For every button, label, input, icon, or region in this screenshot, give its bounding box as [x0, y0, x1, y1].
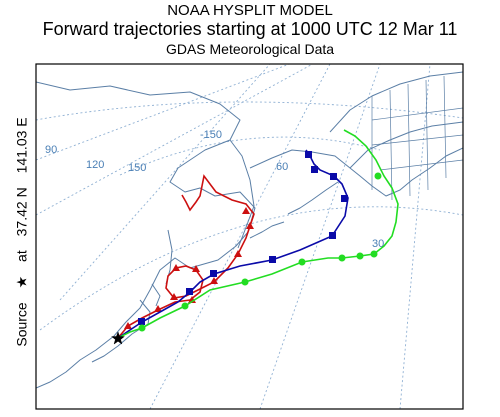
- trajectory-red-line: [117, 174, 255, 339]
- red-marker-6: [170, 293, 178, 300]
- blue-marker-8: [311, 166, 318, 173]
- trajectory-red: [117, 174, 255, 339]
- lon-line-150: [59, 64, 271, 301]
- red-marker-1: [124, 322, 132, 329]
- grid-label-lat-30: 30: [372, 238, 384, 250]
- red-marker-5: [172, 264, 180, 271]
- red-marker-2: [154, 305, 162, 312]
- coast-alaska: [249, 147, 463, 197]
- lon-line-90: [36, 64, 291, 161]
- coastlines: [36, 71, 463, 389]
- green-marker-8: [374, 172, 382, 180]
- data-source-label: GDAS Meteorological Data: [165, 41, 335, 57]
- map-frame: [35, 63, 464, 410]
- green-marker-2: [181, 302, 189, 310]
- lon-line-m120: [399, 64, 431, 409]
- green-marker-7: [370, 250, 378, 258]
- blue-marker-7: [330, 173, 337, 180]
- trajectory-green-markers: [138, 172, 382, 332]
- trajectory-blue-line: [117, 149, 349, 339]
- trajectory-green: [117, 129, 399, 339]
- red-marker-4: [192, 265, 200, 272]
- green-marker-1: [138, 324, 146, 332]
- coast-asia: [36, 81, 256, 389]
- blue-marker-5: [329, 232, 336, 239]
- lon-line-m150: [259, 64, 381, 409]
- red-marker-9: [246, 222, 254, 229]
- coast-japan: [91, 283, 161, 363]
- green-marker-4: [298, 258, 306, 266]
- green-marker-3: [241, 278, 249, 286]
- coast-aleutians: [249, 181, 339, 239]
- grid-label-lat-60: 60: [276, 161, 288, 173]
- blue-marker-1: [138, 318, 145, 325]
- red-marker-7: [210, 277, 218, 284]
- grid-label-lon-120: 120: [86, 159, 104, 171]
- red-marker-10: [242, 207, 250, 214]
- grid-label-lon-90: 90: [45, 144, 57, 156]
- map-subtitle: Forward trajectories starting at 1000 UT…: [42, 19, 458, 39]
- graticule: [36, 64, 463, 409]
- blue-marker-4: [269, 256, 276, 263]
- green-marker-5: [338, 254, 346, 262]
- source-star-marker: [110, 331, 126, 345]
- lat-line-60: [36, 101, 463, 121]
- trajectory-blue-markers: [138, 151, 348, 325]
- trajectory-red-markers: [124, 207, 254, 329]
- red-marker-8: [234, 250, 242, 257]
- lon-line-180: [149, 64, 331, 409]
- lat-line-30: [39, 206, 463, 331]
- red-marker-3: [188, 296, 196, 303]
- blue-marker-3: [210, 270, 217, 277]
- blue-marker-6: [341, 195, 348, 202]
- coast-kamchatka: [229, 139, 255, 249]
- lat-line-inner: [119, 136, 381, 176]
- coast-north-america: [329, 71, 463, 169]
- grid-label-lon-150: 150: [128, 162, 146, 174]
- green-marker-6: [356, 252, 364, 260]
- map-title: NOAA HYSPLIT MODEL: [167, 2, 333, 19]
- us-states: [371, 75, 463, 201]
- blue-marker-2: [186, 288, 193, 295]
- grid-label-lon-150w: -150: [200, 129, 222, 141]
- trajectory-blue: [117, 149, 349, 339]
- blue-marker-9: [305, 151, 312, 158]
